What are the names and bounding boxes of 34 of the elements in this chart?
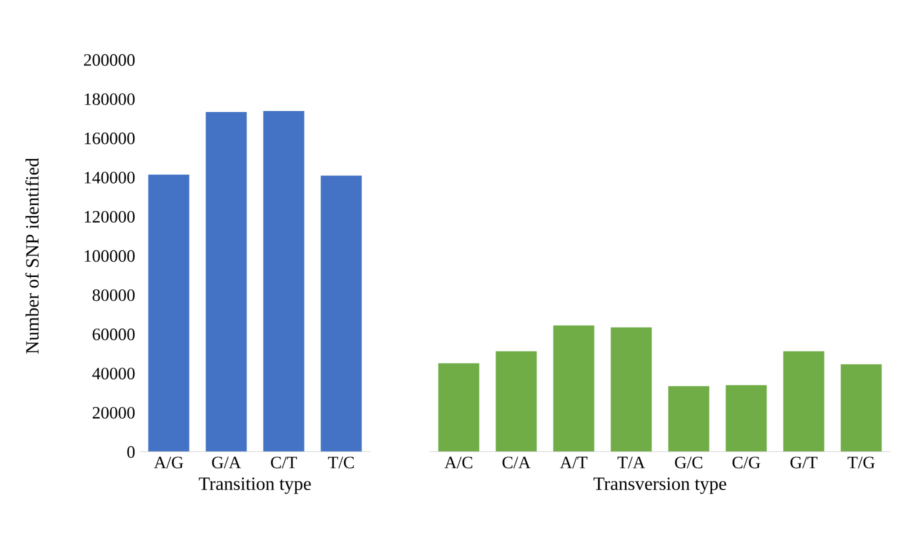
x-tick-label: C/G bbox=[732, 456, 760, 468]
y-tick-label: 120000 bbox=[84, 210, 135, 223]
bar bbox=[726, 385, 767, 452]
y-tick-label: 40000 bbox=[92, 368, 135, 380]
y-axis-title: Number of SNP identified bbox=[25, 158, 39, 354]
x-axis-title: Transition type bbox=[198, 478, 311, 494]
x-tick-label: G/T bbox=[790, 456, 818, 468]
bar bbox=[438, 363, 480, 452]
y-tick-label: 200000 bbox=[84, 54, 135, 66]
y-tick-label: 140000 bbox=[84, 172, 135, 184]
x-axis-title: Transversion type bbox=[594, 478, 726, 494]
y-tick-label: 60000 bbox=[92, 328, 135, 340]
bar bbox=[610, 327, 652, 452]
x-tick-label: A/C bbox=[444, 456, 472, 468]
x-tick-label: T/G bbox=[848, 456, 875, 468]
x-tick-label: G/A bbox=[212, 456, 242, 468]
x-tick-label: T/A bbox=[618, 456, 646, 468]
x-tick-label: A/T bbox=[560, 456, 588, 468]
y-tick-label: 20000 bbox=[92, 406, 135, 419]
bar bbox=[783, 351, 824, 452]
x-tick-label: A/G bbox=[154, 456, 184, 468]
y-tick-label: 80000 bbox=[92, 289, 135, 302]
x-tick-label: G/C bbox=[675, 456, 702, 468]
x-tick-label: C/A bbox=[502, 456, 531, 468]
bar bbox=[553, 325, 594, 452]
bar bbox=[668, 386, 710, 452]
y-tick-label: 0 bbox=[127, 446, 135, 458]
y-tick-label: 180000 bbox=[84, 93, 135, 106]
bar bbox=[496, 351, 537, 452]
x-tick-label: T/C bbox=[328, 456, 354, 468]
x-tick-label: C/T bbox=[270, 456, 297, 468]
y-tick-label: 100000 bbox=[84, 250, 135, 262]
y-tick-label: 160000 bbox=[84, 132, 135, 144]
bar bbox=[840, 364, 882, 452]
